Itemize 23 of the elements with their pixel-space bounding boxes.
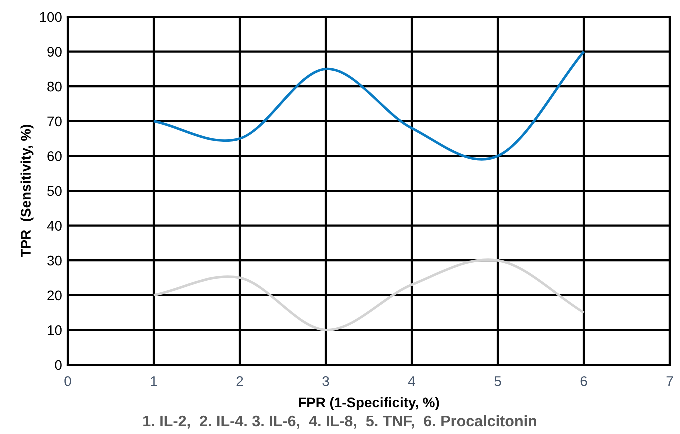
x-tick-label: 1 [151, 376, 158, 386]
y-tick-label: 0 [55, 360, 62, 370]
y-axis-title: TPR (Sensitivity, %) [20, 125, 34, 258]
y-tick-label: 40 [47, 221, 62, 231]
line-series [152, 258, 586, 332]
y-tick-label: 100 [40, 12, 62, 22]
y-tick-label: 50 [48, 186, 62, 196]
y-tick-label: 80 [48, 82, 62, 92]
x-tick-label: 7 [666, 376, 674, 386]
x-tick-label: 5 [494, 376, 502, 386]
x-axis-title: FPR (1-Specificity, %) [299, 397, 440, 410]
x-tick-label: 0 [64, 376, 72, 386]
y-tick-label: 70 [48, 116, 62, 127]
text: 1. IL-2, 2. IL-4. 3. IL-6, 4. IL-8, 5. TNF, 6. Procalcitonin [144, 415, 536, 429]
x-tick-label: 4 [408, 376, 416, 386]
x-tick-label: 2 [236, 376, 244, 386]
y-tick-label: 60 [48, 152, 62, 162]
y-tick-label: 10 [48, 326, 62, 336]
x-tick-label: 3 [322, 376, 330, 386]
x-tick-label: 6 [580, 376, 588, 386]
y-tick-label: 90 [48, 47, 62, 57]
y-tick-label: 30 [48, 256, 62, 266]
y-tick-label: 20 [48, 290, 62, 301]
